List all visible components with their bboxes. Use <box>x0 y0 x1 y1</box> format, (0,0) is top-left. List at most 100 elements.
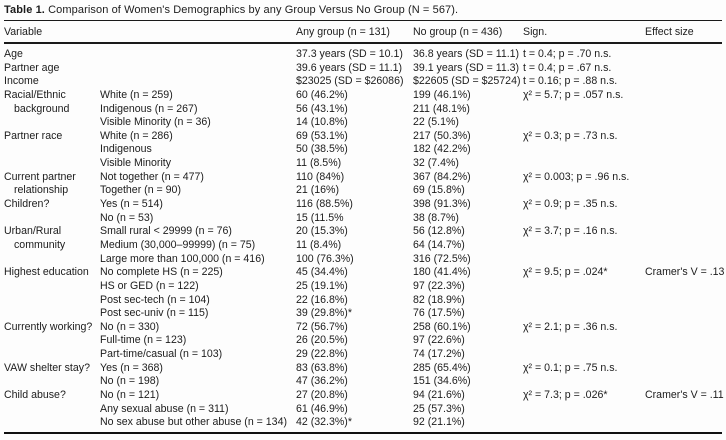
significance-cell: χ² = 9.5; p = .024* <box>523 266 608 279</box>
variable-cell: background <box>14 102 70 115</box>
effect-size-cell <box>645 103 722 117</box>
effect-size-cell <box>645 334 722 348</box>
category-cell: No (n = 53) <box>100 211 154 224</box>
category-cell: Yes (n = 514) <box>100 198 163 211</box>
no-group-value-cell: 69 (15.8%) <box>413 184 465 197</box>
no-group-value-cell: 36.8 years (SD = 11.1) <box>413 48 520 60</box>
significance-cell: t = 0.16; p = .88 n.s. <box>523 75 618 88</box>
column-header-no-group: No group (n = 436) <box>413 25 503 38</box>
variable-cell: Highest education <box>4 266 89 279</box>
significance-cell: χ² = 2.1; p = .36 n.s. <box>523 320 618 333</box>
column-header-variable: Variable <box>4 25 43 38</box>
category-cell: Visible Minority (n = 36) <box>100 116 211 129</box>
significance-cell <box>523 103 645 117</box>
variable-cell: community <box>14 238 66 251</box>
effect-size-cell <box>645 362 722 376</box>
effect-size-cell <box>645 294 722 308</box>
no-group-value-cell: 258 (60.1%) <box>413 320 471 333</box>
category-cell: Indigenous (n = 267) <box>100 102 198 115</box>
effect-size-cell <box>645 253 722 267</box>
effect-size-cell <box>645 198 722 212</box>
effect-size-cell: Cramer's V = .11 <box>645 389 724 402</box>
category-cell: HS or GED (n = 122) <box>100 279 199 292</box>
any-group-value-cell: $23025 (SD = $26086) <box>296 75 404 88</box>
table-row: VAW shelter stay? Yes (n = 368) 83 (63.8… <box>4 362 722 376</box>
column-header-effect-size: Effect size <box>645 25 694 38</box>
effect-size-cell <box>645 48 722 62</box>
no-group-value-cell: 32 (7.4%) <box>413 157 459 170</box>
table-row: Children? Yes (n = 514) 116 (88.5%) 398 … <box>4 198 722 212</box>
variable-cell: Children? <box>4 198 50 211</box>
effect-size-cell <box>645 130 722 144</box>
no-group-value-cell: 64 (14.7%) <box>413 238 465 251</box>
no-group-value-cell: 56 (12.8%) <box>413 225 465 238</box>
variable-cell <box>4 334 100 348</box>
table-row: Racial/Ethnic White (n = 259) 60 (46.2%)… <box>4 89 722 103</box>
any-group-value-cell: 27 (20.8%) <box>296 389 348 402</box>
table-row: community Medium (30,000–99999) (n = 75)… <box>4 239 722 253</box>
category-cell <box>100 75 296 89</box>
variable-cell <box>4 280 100 294</box>
effect-size-cell <box>645 403 722 417</box>
any-group-value-cell: 14 (10.8%) <box>296 116 348 129</box>
any-group-value-cell: 25 (19.1%) <box>296 279 348 292</box>
significance-cell: t = 0.4; p = .70 n.s. <box>523 48 612 60</box>
variable-cell <box>4 116 100 130</box>
table-header-row: Variable Any group (n = 131) No group (n… <box>4 21 722 44</box>
no-group-value-cell: 92 (21.1%) <box>413 416 465 429</box>
table-row: Post sec-univ (n = 115) 39 (29.8%)* 76 (… <box>4 307 722 321</box>
category-cell: Visible Minority <box>100 157 172 170</box>
variable-cell: VAW shelter stay? <box>4 361 90 374</box>
table-row: Partner age 39.6 years (SD = 11.1) 39.1 … <box>4 62 722 76</box>
any-group-value-cell: 20 (15.3%) <box>296 225 348 238</box>
any-group-value-cell: 83 (63.8%) <box>296 361 348 374</box>
table-row: Any sexual abuse (n = 311) 61 (46.9%) 25… <box>4 403 722 417</box>
variable-cell <box>4 375 100 389</box>
category-cell: White (n = 259) <box>100 88 173 101</box>
any-group-value-cell: 37.3 years (SD = 10.1) <box>296 48 403 60</box>
category-cell: No (n = 121) <box>100 389 160 402</box>
table-body: Age 37.3 years (SD = 10.1) 36.8 years (S… <box>4 44 724 434</box>
category-cell: Full-time (n = 123) <box>100 334 187 347</box>
significance-cell <box>523 334 645 348</box>
table-row: Income $23025 (SD = $26086) $22605 (SD =… <box>4 75 722 89</box>
no-group-value-cell: 94 (21.6%) <box>413 389 465 402</box>
significance-cell: χ² = 7.3; p = .026* <box>523 389 608 402</box>
effect-size-cell <box>645 416 722 430</box>
table-number-label: Table 1. <box>4 4 45 16</box>
significance-cell: χ² = 0.003; p = .96 n.s. <box>523 170 630 183</box>
significance-cell: χ² = 5.7; p = .057 n.s. <box>523 88 624 101</box>
significance-cell: χ² = 0.3; p = .73 n.s. <box>523 129 618 142</box>
variable-cell <box>4 307 100 321</box>
variable-cell <box>4 348 100 362</box>
variable-cell <box>4 416 100 430</box>
table-row: Indigenous 50 (38.5%) 182 (42.2%) <box>4 143 722 157</box>
any-group-value-cell: 61 (46.9%) <box>296 402 348 415</box>
category-cell: Indigenous <box>100 143 152 156</box>
table-row: Age 37.3 years (SD = 10.1) 36.8 years (S… <box>4 48 722 62</box>
no-group-value-cell: 76 (17.5%) <box>413 307 465 320</box>
significance-cell <box>523 294 645 308</box>
no-group-value-cell: 97 (22.3%) <box>413 279 465 292</box>
variable-cell: Child abuse? <box>4 389 66 402</box>
category-cell: Not together (n = 477) <box>100 170 204 183</box>
any-group-value-cell: 110 (84%) <box>296 170 345 183</box>
variable-cell: Current partner <box>4 170 76 183</box>
no-group-value-cell: 199 (46.1%) <box>413 88 471 101</box>
variable-cell: relationship <box>14 184 69 197</box>
category-cell: Medium (30,000–99999) (n = 75) <box>100 238 256 251</box>
any-group-value-cell: 26 (20.5%) <box>296 334 348 347</box>
category-cell: No (n = 330) <box>100 320 160 333</box>
no-group-value-cell: 38 (8.7%) <box>413 211 459 224</box>
any-group-value-cell: 45 (34.4%) <box>296 266 348 279</box>
table-row: No sex abuse but other abuse (n = 134) 4… <box>4 416 722 430</box>
table-row: No (n = 198) 47 (36.2%) 151 (34.6%) <box>4 375 722 389</box>
category-cell: Yes (n = 368) <box>100 361 163 374</box>
table-row: relationship Together (n = 90) 21 (16%) … <box>4 184 722 198</box>
table-row: Current partner Not together (n = 477) 1… <box>4 171 722 185</box>
effect-size-cell <box>645 184 722 198</box>
table-row: Visible Minority 11 (8.5%) 32 (7.4%) <box>4 157 722 171</box>
no-group-value-cell: 316 (72.5%) <box>413 252 471 265</box>
effect-size-cell <box>645 225 722 239</box>
variable-cell <box>4 294 100 308</box>
